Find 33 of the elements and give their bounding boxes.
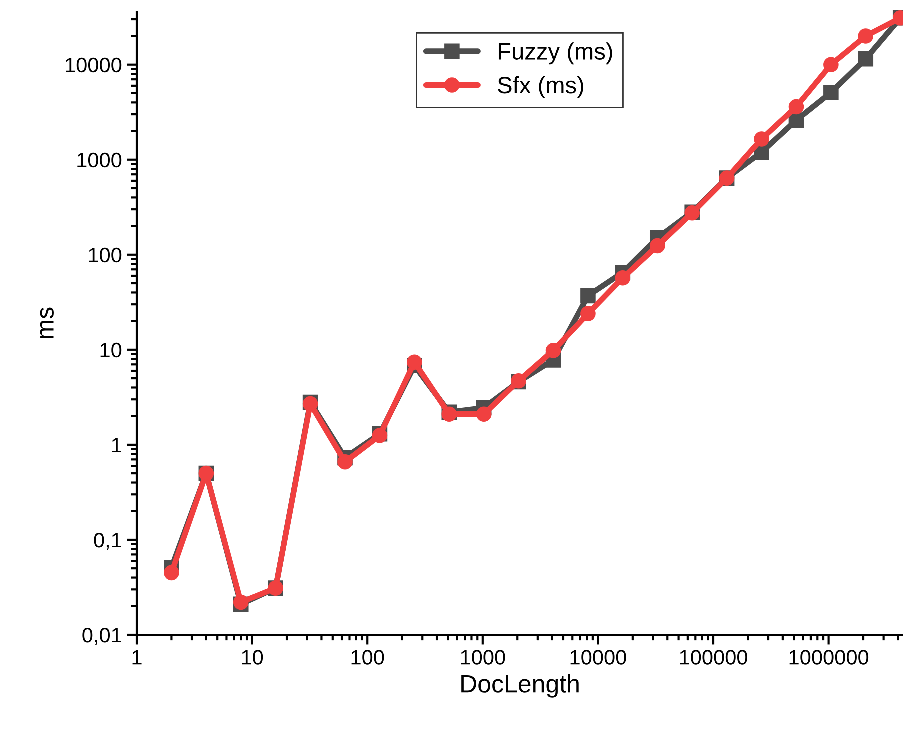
point: [546, 343, 562, 358]
y-tick-label: 10: [100, 342, 122, 358]
point: [580, 306, 596, 322]
point: [824, 57, 839, 72]
y-tick-label: 0,01: [82, 628, 122, 646]
x-tick-label: 1000000: [790, 650, 869, 665]
x-axis-title: DocLength: [462, 674, 579, 698]
legend-label: Sfx (ms): [498, 76, 584, 98]
point: [754, 132, 770, 147]
x-tick-label: 10000: [570, 650, 626, 665]
y-tick-label: 10000: [66, 58, 122, 73]
point: [650, 238, 666, 254]
point: [407, 354, 422, 370]
y-tick-label: 100: [89, 248, 122, 263]
x-tick-label: 10: [242, 650, 264, 665]
legend-label: Fuzzy (ms): [498, 42, 612, 65]
y-tick-label: 1: [112, 438, 122, 453]
x-tick-label: 1000: [461, 650, 506, 665]
point: [580, 288, 596, 304]
point: [164, 565, 180, 581]
x-tick-label: 100: [352, 650, 384, 665]
point: [476, 406, 492, 422]
point: [338, 454, 353, 470]
point: [858, 51, 874, 67]
y-axis-title: ms: [40, 308, 54, 338]
point: [858, 28, 874, 44]
point: [615, 270, 631, 286]
x-tick-label: 100000: [680, 650, 748, 665]
y-tick-label: 1000: [78, 152, 122, 168]
point: [824, 85, 839, 100]
point: [788, 99, 804, 115]
x-tick-label: 1: [132, 650, 142, 665]
y-tick-label: 0,1: [94, 532, 122, 550]
